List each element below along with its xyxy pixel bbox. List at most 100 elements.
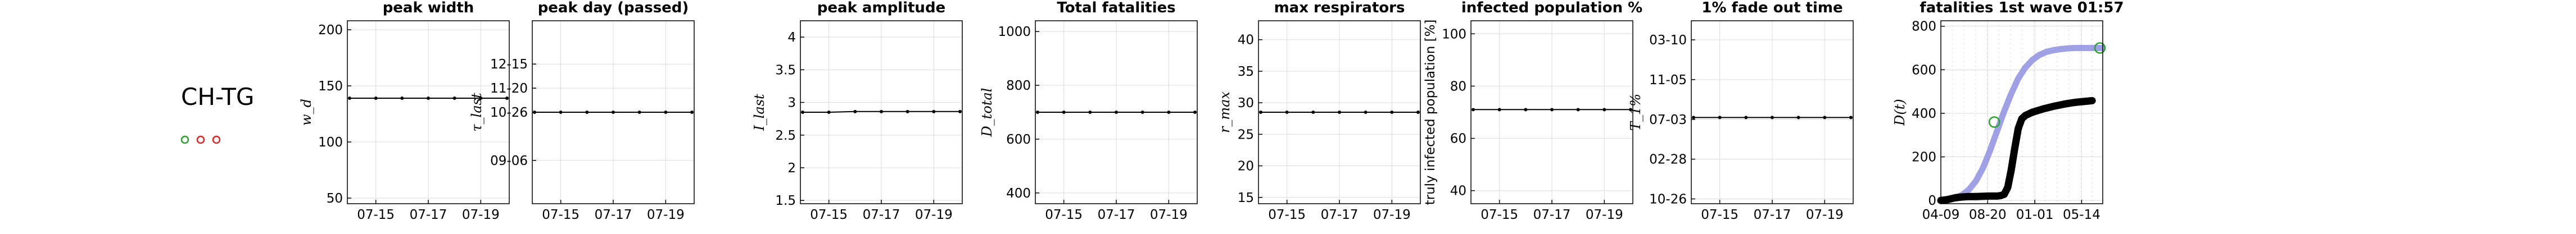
data-point xyxy=(1472,108,1475,112)
x-tick-label: 07-17 xyxy=(595,208,632,222)
data-point xyxy=(853,109,857,113)
y-tick-label: 2.5 xyxy=(775,129,796,143)
data-point xyxy=(1550,108,1554,112)
data-point xyxy=(1771,116,1774,120)
data-point xyxy=(801,111,804,114)
data-point xyxy=(1311,111,1315,114)
x-tick-label: 07-15 xyxy=(1481,208,1518,222)
chart-title: Total fatalities xyxy=(1057,0,1175,16)
x-tick-label: 07-17 xyxy=(1098,208,1135,222)
y-tick-label: 11-05 xyxy=(1649,73,1687,88)
chart-title: peak width xyxy=(383,0,474,16)
x-tick-label: 07-19 xyxy=(1373,208,1411,222)
plot-frame xyxy=(1691,20,1854,204)
y-tick-label: 4 xyxy=(787,30,796,45)
y-tick-label: 40 xyxy=(1450,184,1466,199)
x-tick-label: 07-19 xyxy=(1586,208,1623,222)
region-marker-0 xyxy=(180,135,189,144)
y-axis-label: I_last xyxy=(751,94,767,131)
y-tick-label: 400 xyxy=(1006,186,1031,201)
data-point xyxy=(505,97,509,100)
chart-2: peak amplitude 1.5 2 2.5 3 3.5 4 07-15 07-17 07-1… xyxy=(751,0,963,222)
x-tick-label: 07-15 xyxy=(810,208,848,222)
data-point xyxy=(880,109,883,113)
y-axis-label: T_1% xyxy=(1628,94,1644,131)
data-point xyxy=(1849,116,1853,120)
y-tick-label: 03-10 xyxy=(1649,33,1687,48)
y-tick-label: 07-03 xyxy=(1649,113,1687,127)
y-tick-label: 15 xyxy=(1238,191,1254,205)
chart-0: peak width 50 100 150 200 07-15 07-17 07-19 w_d xyxy=(298,0,510,222)
y-tick-label: 150 xyxy=(318,79,343,94)
y-tick-label: 35 xyxy=(1238,65,1254,79)
y-tick-label: 60 xyxy=(1450,132,1466,146)
plot-frame xyxy=(532,20,695,204)
data-point xyxy=(1524,108,1528,112)
y-tick-label: 3 xyxy=(787,96,796,111)
data-point xyxy=(1062,111,1066,114)
data-point xyxy=(958,109,962,113)
plot-frame xyxy=(1258,20,1421,204)
y-tick-label: 0 xyxy=(1928,194,1936,208)
y-axis-label: τ_last xyxy=(469,93,485,132)
x-tick-label: 07-19 xyxy=(462,208,500,222)
plot-frame xyxy=(347,20,510,204)
data-point xyxy=(452,97,456,100)
x-tick-label: 07-15 xyxy=(542,208,580,222)
x-tick-label: 07-17 xyxy=(1533,208,1571,222)
y-tick-label: 2 xyxy=(787,161,796,176)
plot-frame xyxy=(1940,20,2103,204)
x-tick-label: 07-19 xyxy=(915,208,953,222)
x-tick-label: 07-19 xyxy=(1150,208,1188,222)
y-tick-label: 200 xyxy=(318,23,343,38)
plot-frame xyxy=(800,20,963,204)
data-point xyxy=(1416,111,1420,114)
plot-area xyxy=(1941,21,2103,204)
data-point xyxy=(1629,108,1632,112)
data-point xyxy=(1259,111,1262,114)
y-tick-label: 02-28 xyxy=(1649,153,1687,167)
data-point xyxy=(932,109,936,113)
data-point xyxy=(1115,111,1118,114)
chart-title: 1% fade out time xyxy=(1701,0,1842,16)
x-tick-label: 07-15 xyxy=(1268,208,1306,222)
x-tick-label: 08-20 xyxy=(1969,208,2007,222)
region-marker-2 xyxy=(212,135,221,144)
region-markers xyxy=(180,135,221,144)
y-tick-label: 20 xyxy=(1238,159,1254,174)
y-axis-label: D_total xyxy=(979,88,995,137)
data-point xyxy=(1796,116,1800,120)
y-tick-label: 800 xyxy=(1006,79,1031,93)
data-point xyxy=(1338,111,1341,114)
data-point xyxy=(1167,111,1171,114)
data-point xyxy=(637,111,641,114)
data-point xyxy=(374,97,378,100)
x-tick-label: 07-19 xyxy=(1806,208,1844,222)
y-axis-label: D(t) xyxy=(1892,99,1908,126)
chart-1: peak day (passed) 09-06 10-26 11-20 12-15 07-… xyxy=(469,0,695,222)
chart-title: peak day (passed) xyxy=(538,0,689,16)
plot-frame xyxy=(1035,20,1198,204)
y-tick-label: 200 xyxy=(1912,150,1936,165)
data-point xyxy=(427,97,430,100)
chart-title: max respirators xyxy=(1274,0,1405,16)
data-point xyxy=(559,111,563,114)
y-tick-label: 600 xyxy=(1006,132,1031,147)
y-tick-label: 50 xyxy=(327,191,343,206)
y-tick-label: 25 xyxy=(1238,127,1254,142)
x-tick-label: 07-15 xyxy=(357,208,395,222)
chart-3: Total fatalities 400 600 800 1000 07-15 07-17 0… xyxy=(979,0,1198,222)
data-point xyxy=(1036,111,1039,114)
series-line-0 xyxy=(1937,45,2106,203)
region-name: CH-TG xyxy=(181,83,254,111)
y-tick-label: 100 xyxy=(1442,27,1466,42)
x-tick-label: 07-15 xyxy=(1701,208,1739,222)
chart-5: infected population % 40 60 80 100 07-15 07-17… xyxy=(1423,0,1642,222)
chart-6: 1% fade out time 10-26 02-28 07-03 11-05 03-1… xyxy=(1628,0,1854,222)
data-point xyxy=(1744,116,1748,120)
data-point xyxy=(690,111,694,114)
y-tick-label: 09-06 xyxy=(490,154,528,168)
y-tick-label: 800 xyxy=(1912,20,1936,34)
